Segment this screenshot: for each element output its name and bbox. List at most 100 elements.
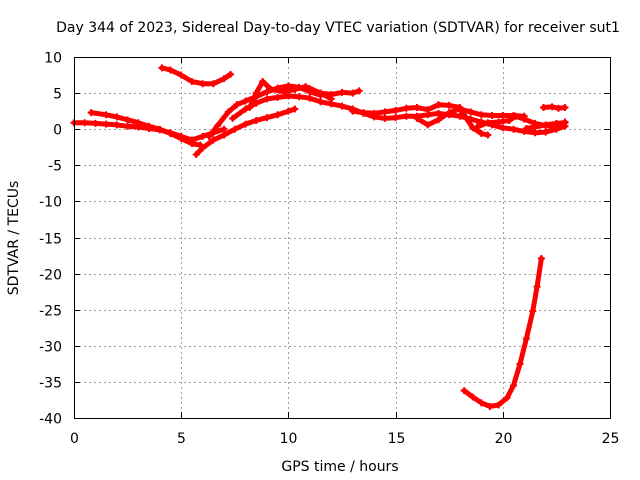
data-point	[381, 114, 389, 122]
data-point	[522, 124, 530, 132]
data-point	[355, 87, 363, 95]
y-tick-label: 0	[53, 123, 62, 139]
data-point	[267, 85, 275, 93]
data-point	[445, 109, 453, 117]
data-point	[516, 360, 524, 368]
data-point	[456, 105, 464, 113]
data-point	[434, 109, 442, 117]
data-point	[124, 116, 132, 124]
data-point	[327, 100, 335, 108]
data-point	[166, 130, 174, 138]
data-point	[561, 119, 569, 127]
y-tick-label: -30	[39, 340, 62, 356]
x-tick-label: 5	[177, 431, 186, 447]
data-point	[359, 109, 367, 117]
data-point	[263, 114, 271, 122]
data-point	[209, 80, 217, 88]
data-point	[488, 111, 496, 119]
data-point	[520, 115, 528, 123]
data-point	[242, 120, 250, 128]
data-point	[199, 80, 207, 88]
data-point	[291, 105, 299, 113]
data-point	[467, 108, 475, 116]
x-tick-labels: 0 5 10 15 20 25	[70, 431, 619, 447]
y-tick-label: -35	[39, 376, 62, 392]
data-point	[349, 107, 357, 115]
data-point	[188, 140, 196, 148]
data-point	[113, 121, 121, 129]
y-tick-label: -10	[39, 195, 62, 211]
data-point	[259, 78, 267, 86]
data-point	[533, 283, 541, 291]
y-tick-label: -40	[39, 412, 62, 428]
x-tick-label: 20	[495, 431, 513, 447]
y-tick-labels: -40 -35 -30 -25 -20 -15 -10 -5 0 5 10	[39, 51, 62, 428]
data-point	[469, 393, 477, 401]
data-point	[392, 106, 400, 114]
data-point	[220, 75, 228, 83]
data-point	[252, 99, 260, 107]
data-point	[284, 92, 292, 100]
data-point	[424, 106, 432, 114]
data-point	[510, 382, 518, 390]
data-point	[413, 114, 421, 122]
data-point	[145, 122, 153, 130]
data-point	[274, 111, 282, 119]
data-point	[542, 121, 550, 129]
data-series	[70, 64, 569, 410]
data-point	[242, 105, 250, 113]
data-point	[205, 132, 213, 140]
data-point	[462, 114, 470, 122]
y-tick-label: -5	[48, 159, 62, 175]
data-point	[505, 117, 513, 125]
y-tick-label: 10	[44, 51, 62, 67]
data-point	[552, 119, 560, 127]
data-point	[434, 116, 442, 124]
data-point	[499, 124, 507, 132]
chart-title: Day 344 of 2023, Sidereal Day-to-day VTE…	[56, 20, 620, 36]
data-point	[349, 89, 357, 97]
grid-lines	[74, 57, 610, 418]
data-point	[338, 88, 346, 96]
data-point	[231, 125, 239, 133]
data-point	[381, 108, 389, 116]
data-point	[306, 94, 314, 102]
data-point	[529, 307, 537, 315]
data-point	[486, 402, 494, 410]
data-point	[242, 97, 250, 105]
data-point	[503, 394, 511, 402]
data-point	[214, 122, 222, 130]
x-tick-label: 25	[602, 431, 620, 447]
x-tick-label: 0	[70, 431, 79, 447]
data-point	[402, 112, 410, 120]
data-point	[306, 85, 314, 93]
y-axis-label: SDTVAR / TECUs	[6, 181, 22, 296]
series-arc-14	[461, 255, 544, 409]
data-point	[81, 119, 89, 127]
data-point	[102, 111, 110, 119]
data-point	[229, 114, 237, 122]
data-point	[537, 254, 545, 262]
data-point	[209, 136, 217, 144]
data-point	[177, 71, 185, 79]
data-point	[540, 104, 548, 112]
data-point	[199, 144, 207, 152]
data-point	[477, 130, 485, 138]
data-point	[561, 104, 569, 112]
x-axis-label: GPS time / hours	[281, 459, 398, 475]
data-point	[166, 66, 174, 74]
data-point	[460, 387, 468, 395]
data-point	[370, 109, 378, 117]
y-tick-label: -15	[39, 232, 62, 248]
data-point	[338, 102, 346, 110]
data-point	[317, 98, 325, 106]
data-point	[91, 119, 99, 127]
data-point	[274, 93, 282, 101]
data-point	[134, 119, 142, 127]
data-point	[484, 131, 492, 139]
data-point	[484, 119, 492, 127]
data-point	[263, 95, 271, 103]
x-tick-label: 10	[280, 431, 298, 447]
data-point	[499, 111, 507, 119]
